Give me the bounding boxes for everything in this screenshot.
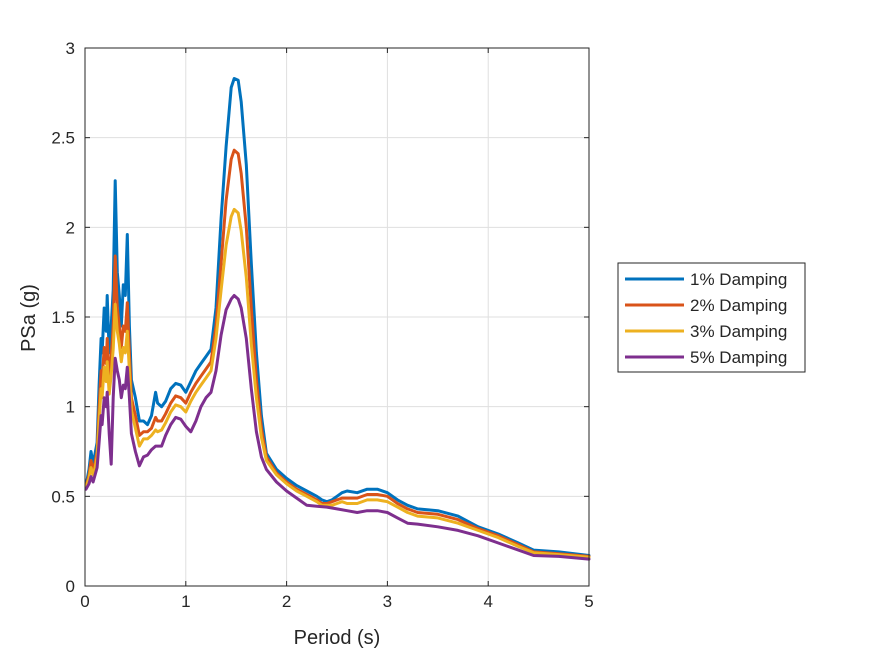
y-tick-label: 0 — [66, 577, 75, 596]
x-tick-labels: 0 1 2 3 4 5 — [80, 592, 593, 611]
series-line-4 — [84, 294, 591, 561]
axis-ticks — [84, 47, 590, 587]
x-tick-label: 1 — [181, 592, 190, 611]
legend: 1% Damping 2% Damping 3% Damping 5% Damping — [617, 262, 806, 373]
series-line-3 — [84, 207, 591, 559]
x-tick-label: 2 — [282, 592, 291, 611]
y-tick-label: 1.5 — [51, 308, 75, 327]
x-tick-label: 0 — [80, 592, 89, 611]
legend-label-3: 3% Damping — [690, 322, 787, 341]
y-axis-label: PSa (g) — [18, 284, 40, 352]
plot-area — [84, 47, 591, 587]
series-lines — [84, 77, 591, 561]
x-axis-label: Period (s) — [294, 627, 381, 649]
y-tick-labels: 0 0.5 1 1.5 2 2.5 3 — [51, 39, 75, 596]
legend-box — [617, 262, 806, 373]
y-tick-label: 2.5 — [51, 129, 75, 148]
legend-items: 1% Damping 2% Damping 3% Damping 5% Damping — [625, 270, 787, 367]
x-tick-label: 5 — [584, 592, 593, 611]
x-tick-label: 3 — [383, 592, 392, 611]
y-tick-label: 2 — [66, 218, 75, 237]
series-line-1 — [84, 77, 591, 557]
legend-label-2: 2% Damping — [690, 296, 787, 315]
y-tick-label: 3 — [66, 39, 75, 58]
legend-label-4: 5% Damping — [690, 348, 787, 367]
y-tick-label: 1 — [66, 398, 75, 417]
y-tick-label: 0.5 — [51, 487, 75, 506]
legend-label-1: 1% Damping — [690, 270, 787, 289]
x-tick-label: 4 — [483, 592, 492, 611]
